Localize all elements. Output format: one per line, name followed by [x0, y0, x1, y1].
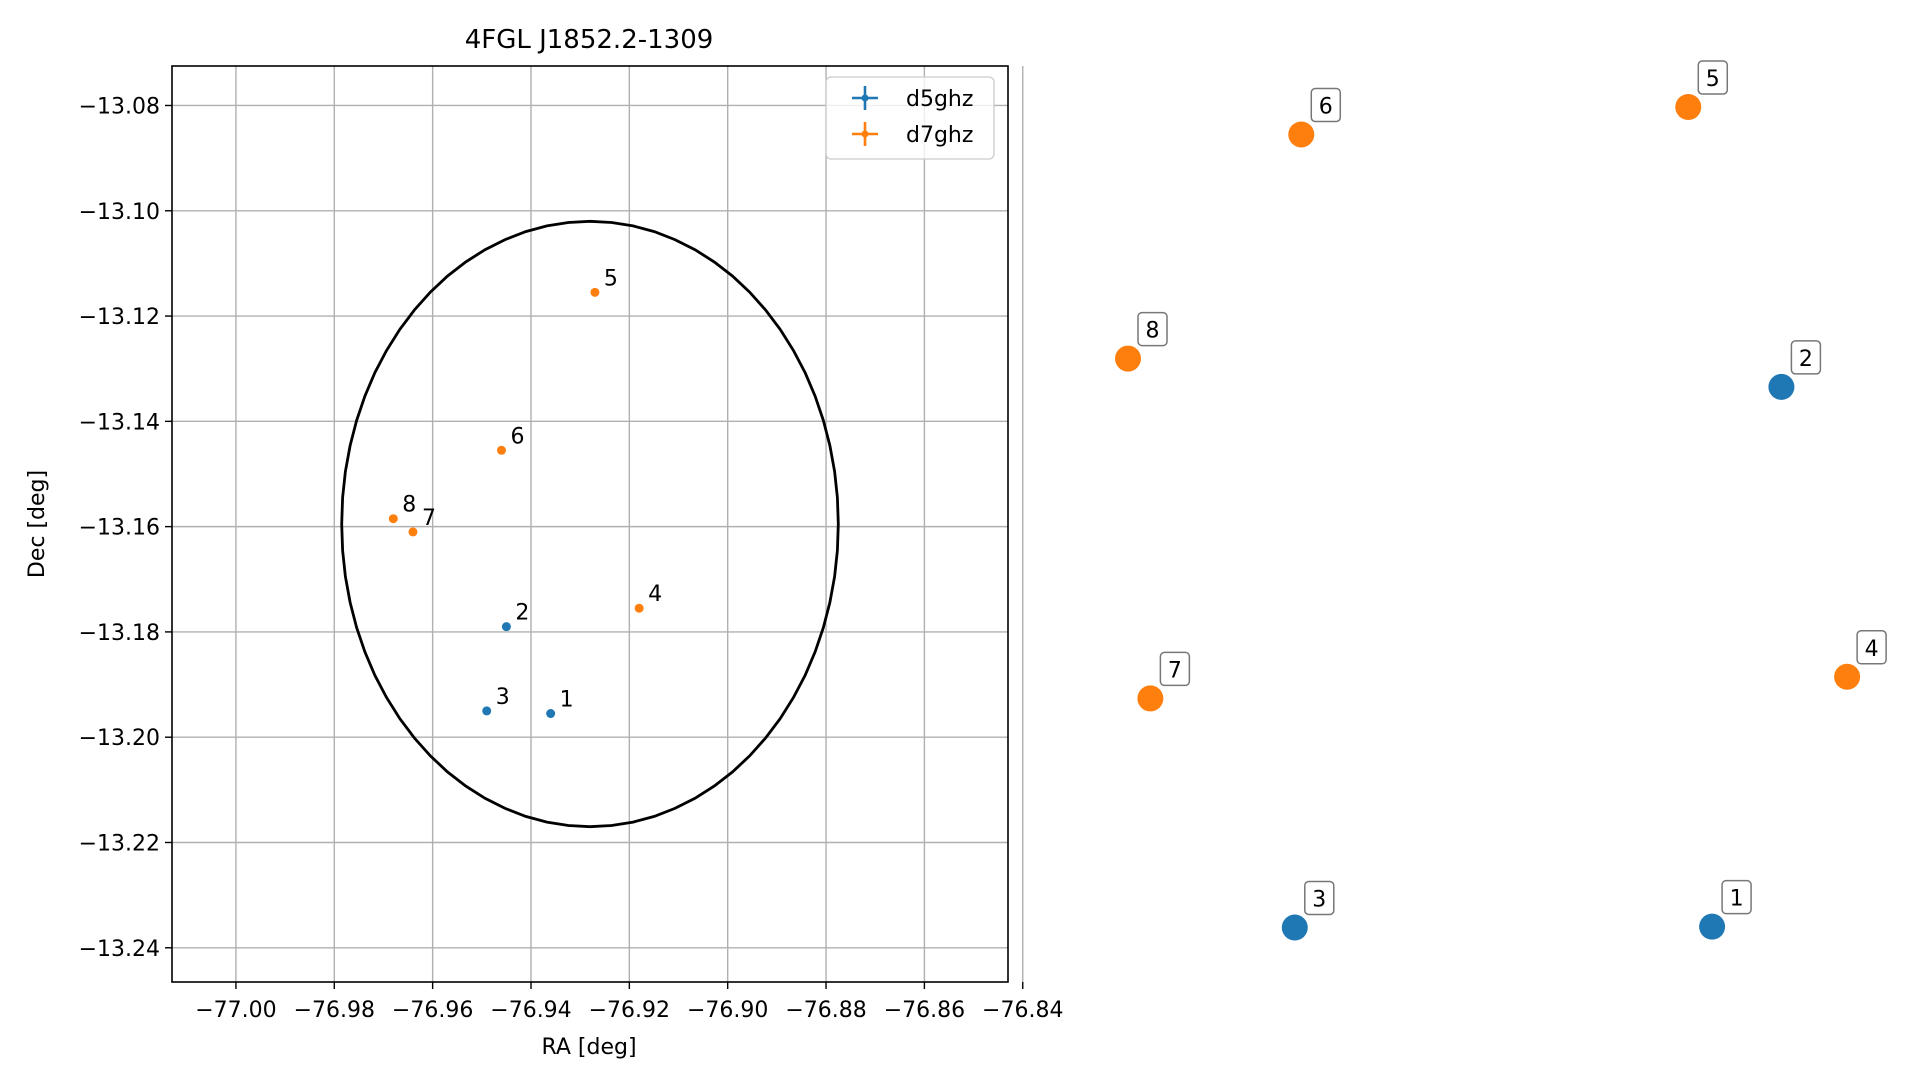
right-point-d7ghz-8: [1115, 345, 1141, 372]
right-point-label-7: 7: [1168, 658, 1182, 683]
point-label-6: 6: [510, 424, 524, 449]
y-tick-label: −13.16: [79, 516, 160, 541]
right-point-label-3: 3: [1312, 888, 1326, 913]
right-point-d5ghz-2: [1768, 373, 1795, 400]
right-label-box: [1697, 60, 1729, 95]
x-tick-label: −76.98: [294, 998, 375, 1023]
y-axis-ticks: −13.24 −13.22 −13.20 −13.18 −13.16 −13.14 −13.…: [79, 94, 172, 962]
y-tick-label: −13.08: [79, 94, 160, 119]
legend-marker-d5ghz: [852, 86, 878, 110]
right-point-d7ghz-4: [1834, 663, 1861, 690]
right-point-label-6: 6: [1319, 94, 1333, 119]
grid-lines: [172, 66, 1024, 982]
data-point-d7ghz-8: [388, 514, 398, 524]
uncertainty-ellipse: [340, 219, 840, 829]
point-label-3: 3: [496, 685, 510, 710]
legend-label-d5ghz: d5ghz: [906, 87, 973, 112]
legend-label-d7ghz: d7ghz: [906, 123, 973, 148]
data-point-d7ghz-6: [496, 445, 506, 455]
x-tick-label: −76.92: [589, 998, 670, 1023]
right-point-d7ghz-6: [1288, 121, 1315, 148]
y-tick-label: −13.18: [79, 621, 160, 646]
data-point-d7ghz-5: [590, 287, 600, 297]
right-point-label-5: 5: [1706, 67, 1720, 92]
right-point-label-4: 4: [1865, 637, 1879, 662]
y-tick-label: −13.14: [79, 410, 160, 435]
right-point-d7ghz-5: [1675, 94, 1702, 120]
x-tick-label: −76.84: [982, 998, 1063, 1023]
legend: d5ghz d7ghz: [825, 76, 995, 160]
right-label-box: [1304, 880, 1335, 916]
right-label-box: [1721, 879, 1752, 915]
data-point-d5ghz-2: [501, 622, 511, 632]
right-label-box: [1137, 311, 1168, 347]
data-point-d7ghz-7: [408, 527, 418, 537]
legend-marker-d7ghz: [852, 122, 878, 146]
x-axis-ticks: −77.00 −76.98 −76.96 −76.94 −76.92 −76.90 −76.…: [195, 982, 1063, 1023]
y-tick-label: −13.24: [79, 937, 160, 962]
x-tick-label: −76.88: [785, 998, 866, 1023]
right-point-label-1: 1: [1730, 887, 1744, 912]
right-point-d5ghz-1: [1699, 913, 1726, 940]
y-axis-label: Dec [deg]: [25, 470, 50, 578]
right-label-box: [1310, 87, 1342, 123]
x-tick-label: −76.96: [392, 998, 473, 1023]
right-label-box: [1159, 651, 1191, 687]
x-tick-label: −76.86: [884, 998, 965, 1023]
x-tick-label: −76.94: [490, 998, 571, 1023]
right-label-box: [1790, 340, 1822, 375]
point-label-1: 1: [560, 688, 574, 713]
right-chart-points: 1 2 3 4 5 6 7 8: [1115, 60, 1887, 941]
right-point-d7ghz-7: [1137, 685, 1164, 712]
data-point-d5ghz-3: [482, 706, 492, 716]
x-axis-label: RA [deg]: [541, 1035, 636, 1060]
data-point-d7ghz-4: [634, 603, 644, 613]
right-point-label-2: 2: [1799, 347, 1813, 372]
point-label-2: 2: [515, 601, 529, 626]
point-label-7: 7: [422, 506, 436, 531]
right-label-box: [1856, 630, 1887, 665]
right-point-label-8: 8: [1146, 319, 1160, 344]
y-tick-label: −13.10: [79, 200, 160, 225]
y-tick-label: −13.20: [79, 726, 160, 751]
x-tick-label: −77.00: [195, 998, 276, 1023]
plot-frame: [171, 65, 1009, 983]
y-tick-label: −13.22: [79, 831, 160, 856]
right-point-d5ghz-3: [1281, 914, 1308, 941]
point-label-8: 8: [402, 493, 416, 518]
point-label-4: 4: [648, 582, 662, 607]
data-point-d5ghz-1: [546, 709, 556, 719]
chart-title: 4FGL J1852.2-1309: [465, 25, 714, 55]
y-tick-label: −13.12: [79, 305, 160, 330]
left-data-points: 1 2 3 4 5 6 78: [388, 266, 662, 719]
x-tick-label: −76.90: [687, 998, 768, 1023]
point-label-5: 5: [604, 266, 618, 291]
